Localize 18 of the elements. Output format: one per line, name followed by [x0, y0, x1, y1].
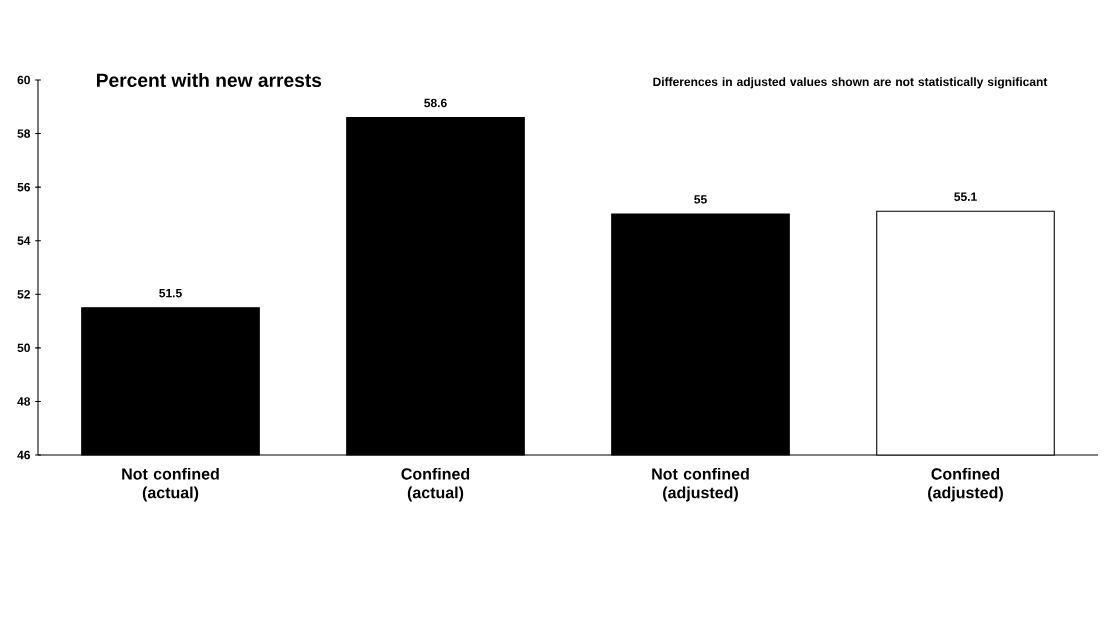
- y-tick-label: 60: [17, 75, 30, 85]
- annotation: Differences in adjusted values shown are not statistically significant: [653, 77, 1048, 89]
- y-tick-label: 48: [17, 397, 31, 406]
- x-tick-label: Confined (actual): [401, 467, 470, 502]
- x-tick-label: Confined (adjusted): [928, 467, 1003, 502]
- y-tick-label: 52: [17, 290, 30, 299]
- data-label: 55: [694, 195, 707, 204]
- y-tick-label: 50: [17, 343, 30, 353]
- data-label: 51.5: [159, 288, 182, 298]
- x-tick-label: Not confined (actual): [122, 467, 219, 502]
- data-label: 58.6: [424, 98, 447, 108]
- y-tick-label: 56: [17, 182, 30, 192]
- x-tick-label: Not confined (adjusted): [652, 467, 749, 502]
- y-tick-label: 46: [17, 450, 30, 460]
- y-tick-label: 58: [17, 129, 31, 138]
- data-label: 55.1: [954, 192, 977, 201]
- y-tick-label: 54: [17, 236, 31, 245]
- chart-title: Percent with new arrests: [96, 72, 322, 88]
